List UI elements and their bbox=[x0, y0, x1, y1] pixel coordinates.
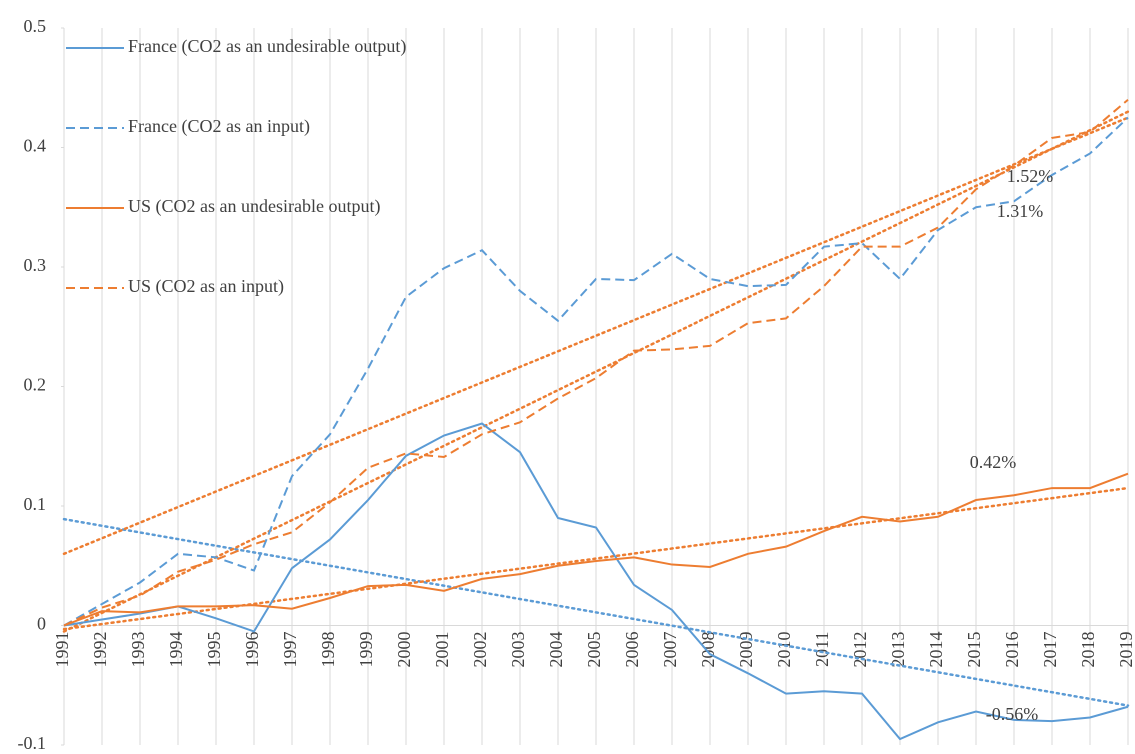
annotation: 1.31% bbox=[997, 201, 1044, 221]
y-tick-label: 0.1 bbox=[24, 494, 47, 514]
legend-label: France (CO2 as an input) bbox=[128, 116, 310, 137]
x-tick-label: 2007 bbox=[660, 632, 680, 668]
y-tick-label: -0.1 bbox=[18, 733, 47, 753]
y-tick-label: 0.5 bbox=[24, 16, 47, 36]
x-tick-label: 1993 bbox=[128, 632, 148, 668]
x-tick-label: 2003 bbox=[508, 632, 528, 668]
x-tick-label: 2011 bbox=[812, 632, 832, 667]
x-tick-label: 1998 bbox=[318, 632, 338, 668]
x-tick-label: 2018 bbox=[1078, 632, 1098, 668]
x-tick-label: 2000 bbox=[394, 632, 414, 668]
x-tick-label: 1995 bbox=[204, 632, 224, 668]
trendline bbox=[62, 110, 1130, 633]
y-tick-label: 0 bbox=[37, 614, 46, 634]
x-tick-label: 1999 bbox=[356, 632, 376, 668]
x-tick-label: 1991 bbox=[52, 632, 72, 668]
legend-label: US (CO2 as an undesirable output) bbox=[128, 196, 380, 217]
x-tick-label: 2008 bbox=[698, 632, 718, 668]
annotation: -0.56% bbox=[986, 704, 1039, 724]
series-line bbox=[63, 472, 1129, 627]
x-tick-label: 1997 bbox=[280, 632, 300, 668]
legend-label: US (CO2 as an input) bbox=[128, 276, 284, 297]
trendline bbox=[62, 116, 1130, 556]
x-tick-label: 2004 bbox=[546, 632, 566, 668]
series-line bbox=[63, 422, 1129, 741]
y-tick-label: 0.4 bbox=[24, 136, 47, 156]
y-tick-label: 0.2 bbox=[24, 375, 47, 395]
x-tick-label: 2012 bbox=[850, 632, 870, 668]
trendline bbox=[62, 517, 1130, 707]
x-tick-label: 2014 bbox=[926, 632, 946, 668]
x-tick-label: 2013 bbox=[888, 632, 908, 668]
annotation: 1.52% bbox=[1007, 166, 1054, 186]
y-tick-label: 0.3 bbox=[24, 255, 47, 275]
x-tick-label: 2016 bbox=[1002, 632, 1022, 668]
x-tick-label: 2015 bbox=[964, 632, 984, 668]
x-tick-label: 2005 bbox=[584, 632, 604, 668]
annotation: 0.42% bbox=[970, 452, 1017, 472]
x-tick-label: 2010 bbox=[774, 632, 794, 668]
series-line bbox=[63, 116, 1129, 627]
x-tick-label: 1994 bbox=[166, 632, 186, 668]
x-tick-label: 2006 bbox=[622, 632, 642, 668]
x-tick-label: 2019 bbox=[1116, 632, 1135, 668]
x-tick-label: 2017 bbox=[1040, 632, 1060, 668]
x-tick-label: 2002 bbox=[470, 632, 490, 668]
x-tick-label: 2001 bbox=[432, 632, 452, 668]
x-tick-label: 1996 bbox=[242, 632, 262, 668]
x-tick-label: 1992 bbox=[90, 632, 110, 668]
legend-label: France (CO2 as an undesirable output) bbox=[128, 36, 406, 57]
